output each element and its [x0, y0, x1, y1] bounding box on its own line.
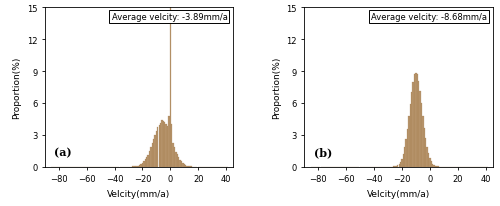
Bar — [428, 153, 429, 167]
Bar — [146, 157, 148, 167]
Text: (a): (a) — [54, 146, 72, 157]
Bar — [157, 128, 158, 167]
Bar — [407, 129, 408, 167]
Bar — [140, 164, 142, 167]
Bar — [164, 122, 166, 167]
Bar — [414, 75, 415, 167]
Bar — [170, 0, 171, 167]
Bar — [400, 162, 402, 167]
Bar — [136, 166, 138, 167]
Bar — [158, 125, 160, 167]
Bar — [154, 135, 156, 167]
X-axis label: Velcity(mm/a): Velcity(mm/a) — [367, 189, 430, 198]
Bar — [404, 147, 406, 167]
Bar — [415, 74, 416, 167]
Text: Average velcity: -8.68mm/a: Average velcity: -8.68mm/a — [371, 13, 487, 22]
Bar — [186, 166, 188, 167]
Bar — [178, 158, 180, 167]
Bar — [398, 164, 400, 167]
Bar — [160, 123, 162, 167]
Bar — [416, 75, 418, 167]
Bar — [426, 147, 428, 167]
Bar — [434, 166, 436, 167]
Bar — [139, 165, 140, 167]
Bar — [167, 127, 168, 167]
Bar — [430, 162, 432, 167]
Bar — [397, 165, 398, 167]
Bar — [175, 152, 176, 167]
Bar — [412, 82, 414, 167]
Bar — [189, 166, 190, 167]
Bar — [422, 116, 424, 167]
Bar — [156, 131, 157, 167]
Bar — [182, 163, 184, 167]
Bar — [425, 139, 426, 167]
Bar — [168, 117, 170, 167]
Bar — [418, 82, 420, 167]
Bar — [174, 147, 175, 167]
Text: Average velcity: -3.89mm/a: Average velcity: -3.89mm/a — [112, 13, 228, 22]
Bar — [410, 104, 411, 167]
Bar — [180, 160, 181, 167]
Bar — [185, 165, 186, 167]
Bar — [394, 166, 396, 167]
Bar — [184, 164, 185, 167]
Bar — [436, 166, 438, 167]
Bar — [149, 151, 150, 167]
Bar — [396, 166, 397, 167]
Bar — [138, 166, 139, 167]
Bar — [171, 124, 172, 167]
X-axis label: Velcity(mm/a): Velcity(mm/a) — [108, 189, 170, 198]
Bar — [420, 92, 421, 167]
Bar — [406, 139, 407, 167]
Bar — [411, 93, 412, 167]
Bar — [421, 104, 422, 167]
Bar — [162, 122, 164, 167]
Bar — [402, 154, 404, 167]
Bar — [424, 128, 425, 167]
Bar — [172, 143, 174, 167]
Bar — [432, 164, 434, 167]
Bar — [135, 166, 136, 167]
Bar — [153, 139, 154, 167]
Bar — [143, 162, 144, 167]
Bar — [188, 166, 189, 167]
Bar — [142, 163, 143, 167]
Y-axis label: Proportion(%): Proportion(%) — [272, 56, 281, 119]
Bar — [181, 162, 182, 167]
Bar — [150, 147, 152, 167]
Bar — [429, 159, 430, 167]
Bar — [190, 166, 192, 167]
Bar — [176, 154, 178, 167]
Y-axis label: Proportion(%): Proportion(%) — [12, 56, 22, 119]
Bar — [144, 159, 146, 167]
Bar — [408, 117, 410, 167]
Bar — [166, 124, 167, 167]
Bar — [152, 144, 153, 167]
Text: (b): (b) — [314, 146, 332, 157]
